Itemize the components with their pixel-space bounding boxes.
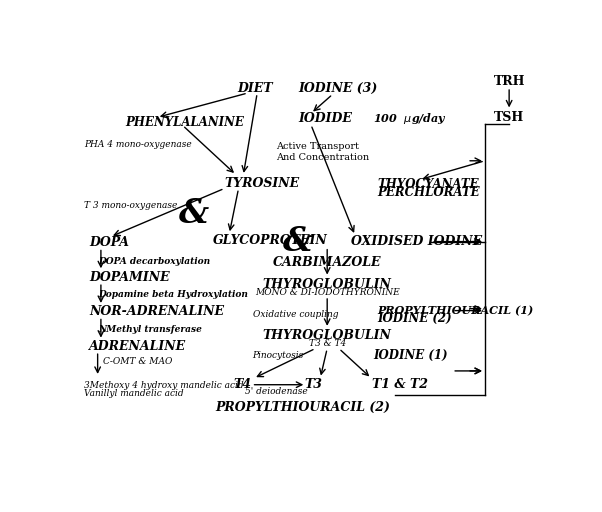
Text: T 3 mono-oxygenase: T 3 mono-oxygenase	[84, 201, 177, 210]
Text: TYROSINE: TYROSINE	[225, 177, 300, 190]
Text: THYOCYANATE: THYOCYANATE	[377, 178, 479, 191]
Text: GLYCOPROTEIN: GLYCOPROTEIN	[213, 234, 327, 247]
Text: 5' deiodenase: 5' deiodenase	[246, 387, 308, 396]
Text: PROPYLTHIOURACIL (1): PROPYLTHIOURACIL (1)	[377, 305, 534, 316]
Text: NMethyl transferase: NMethyl transferase	[99, 325, 202, 334]
Text: CARBIMAZOLE: CARBIMAZOLE	[273, 256, 382, 269]
Text: Vanillyl mandelic acid: Vanillyl mandelic acid	[84, 389, 183, 398]
Text: PHENYLALANINE: PHENYLALANINE	[126, 116, 244, 129]
Text: NOR-ADRENALINE: NOR-ADRENALINE	[89, 305, 225, 318]
Text: OXIDISED IODINE: OXIDISED IODINE	[350, 235, 482, 248]
Text: DOPA decarboxylation: DOPA decarboxylation	[99, 257, 211, 266]
Text: PHA 4 mono-oxygenase: PHA 4 mono-oxygenase	[84, 140, 191, 148]
Text: IODINE (3): IODINE (3)	[298, 82, 377, 95]
Text: THYROGLOBULIN: THYROGLOBULIN	[262, 329, 392, 342]
Text: T4: T4	[233, 378, 251, 391]
Text: 100  $\mu$g/day: 100 $\mu$g/day	[373, 111, 447, 126]
Text: IODINE (2): IODINE (2)	[377, 312, 452, 325]
Text: THYROGLOBULIN: THYROGLOBULIN	[262, 278, 392, 291]
Text: DIET: DIET	[237, 82, 273, 95]
Text: IODINE (1): IODINE (1)	[373, 349, 447, 361]
Text: TRH: TRH	[494, 75, 525, 88]
Text: PROPYLTHIOURACIL (2): PROPYLTHIOURACIL (2)	[216, 401, 390, 414]
Text: IODIDE: IODIDE	[298, 112, 352, 125]
Text: 3Methoxy 4 hydroxy mandelic acid: 3Methoxy 4 hydroxy mandelic acid	[84, 381, 243, 390]
Text: Dopamine beta Hydroxylation: Dopamine beta Hydroxylation	[99, 290, 249, 300]
Text: T3: T3	[304, 378, 322, 391]
Text: TSH: TSH	[494, 111, 524, 124]
Text: DOPA: DOPA	[89, 237, 129, 249]
Text: ADRENALINE: ADRENALINE	[89, 339, 187, 353]
Text: Pinocytosis: Pinocytosis	[253, 351, 304, 359]
Text: T1 & T2: T1 & T2	[371, 378, 427, 391]
Text: Oxidative coupling: Oxidative coupling	[253, 310, 338, 319]
Text: T3 & T4: T3 & T4	[309, 339, 346, 348]
Text: &: &	[283, 225, 313, 258]
Text: &: &	[179, 197, 209, 230]
Text: DOPAMINE: DOPAMINE	[89, 270, 170, 284]
Text: MONO & DI-IODOTHYRONINE: MONO & DI-IODOTHYRONINE	[255, 288, 400, 296]
Text: C-OMT & MAO: C-OMT & MAO	[104, 357, 173, 367]
Text: PERCHLORATE: PERCHLORATE	[377, 186, 480, 199]
Text: Active Transport
And Concentration: Active Transport And Concentration	[276, 142, 369, 162]
